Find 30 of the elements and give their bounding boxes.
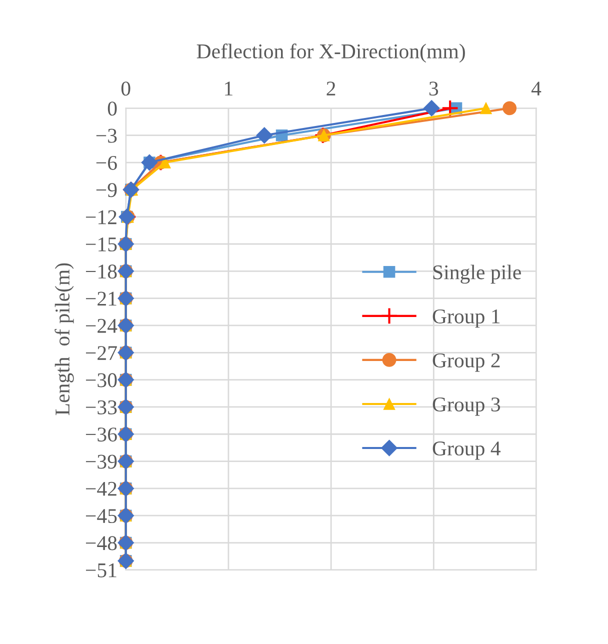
legend-label: Group 4 <box>432 442 501 460</box>
y-tick-label: −3 <box>96 128 117 143</box>
y-tick-label: −18 <box>86 264 117 279</box>
y-tick-label: −45 <box>86 509 117 524</box>
y-tick-label: −42 <box>86 482 116 496</box>
y-tick-label: −12 <box>86 210 116 224</box>
y-tick-label: −15 <box>86 237 117 252</box>
y-tick-label: −30 <box>86 373 117 388</box>
y-tick-label: −9 <box>96 183 117 198</box>
x-tick-label: 2 <box>326 82 336 96</box>
y-axis-title: Length of pile(m) <box>54 263 74 416</box>
legend-label: Group 2 <box>432 353 500 372</box>
y-tick-label: −27 <box>86 346 117 360</box>
x-tick-label: 1 <box>225 82 232 96</box>
y-tick-label: −24 <box>86 318 118 333</box>
y-tick-label: −51 <box>86 563 116 578</box>
x-tick-label: 4 <box>531 82 542 96</box>
chart-title: Deflection for X-Direction(mm) <box>196 44 465 63</box>
y-tick-label: −21 <box>86 292 116 306</box>
y-tick-label: −36 <box>86 428 117 442</box>
x-tick-label: 0 <box>121 82 130 96</box>
y-tick-label: 0 <box>108 102 117 116</box>
x-tick-label: 3 <box>429 82 438 96</box>
y-tick-label: −48 <box>86 536 117 550</box>
y-tick-label: −39 <box>86 454 117 469</box>
legend-label: Single pile <box>433 264 521 284</box>
legend-label: Group 3 <box>432 397 500 416</box>
y-tick-label: −6 <box>96 156 117 170</box>
y-tick-label: −33 <box>86 400 117 414</box>
legend-label: Group 1 <box>432 309 500 328</box>
